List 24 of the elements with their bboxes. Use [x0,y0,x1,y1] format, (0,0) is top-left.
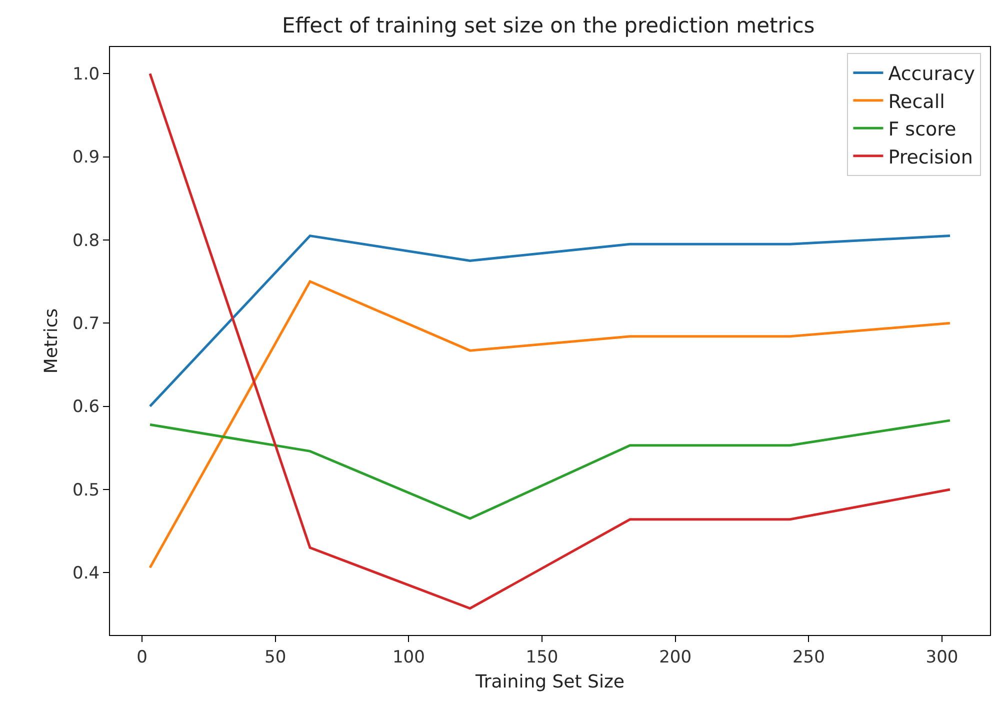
y-tick-label: 0.5 [72,480,100,500]
x-tick-label: 150 [526,647,558,668]
y-tick-label: 1.0 [72,64,100,85]
x-tick-label: 100 [392,647,425,668]
x-axis-title: Training Set Size [474,672,624,692]
legend-label: Precision [888,146,973,168]
line-series [148,234,952,408]
y-axis-title: Metrics [40,308,62,374]
line-series [148,280,952,569]
x-tick-label: 200 [659,647,692,668]
legend-label: Recall [888,90,945,113]
x-tick-label: 50 [264,647,286,668]
line-series [148,419,952,520]
x-tick-label: 300 [926,647,958,668]
legend-label: F score [888,118,956,141]
y-tick-label: 0.9 [72,148,100,168]
x-tick-label: 0 [136,647,148,668]
chart-title: Effect of training set size on the prediction metrics [282,14,815,38]
y-tick-label: 0.4 [72,564,100,584]
x-tick-label: 250 [792,647,825,668]
legend-label: Accuracy [888,63,975,86]
y-tick-label: 0.6 [72,397,100,418]
y-tick-label: 0.8 [72,230,100,251]
y-tick-label: 0.7 [72,314,100,334]
